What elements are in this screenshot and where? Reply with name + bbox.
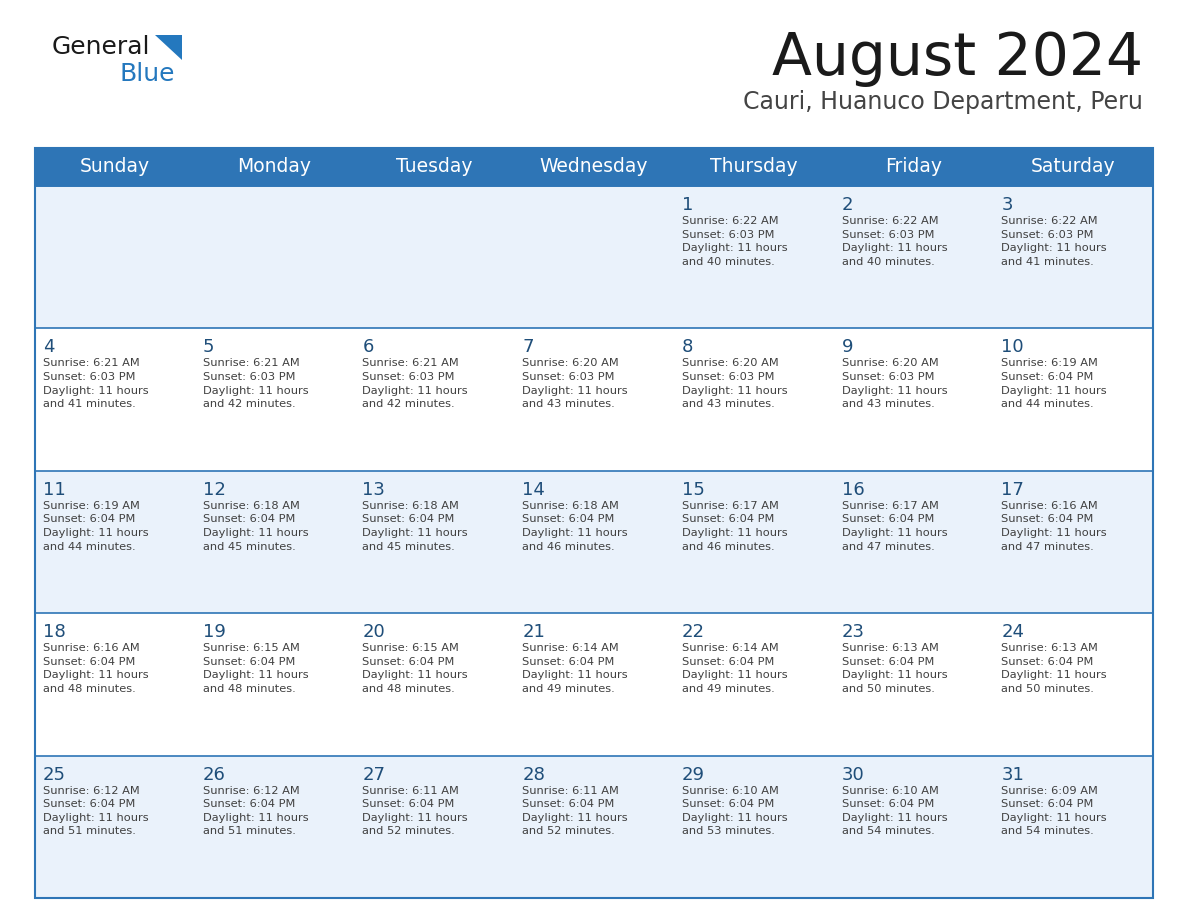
Text: Sunrise: 6:20 AM
Sunset: 6:03 PM
Daylight: 11 hours
and 43 minutes.: Sunrise: 6:20 AM Sunset: 6:03 PM Dayligh… — [841, 358, 947, 409]
Text: Friday: Friday — [885, 158, 942, 176]
Text: 8: 8 — [682, 339, 694, 356]
Bar — [34, 756, 1154, 898]
Text: Sunrise: 6:22 AM
Sunset: 6:03 PM
Daylight: 11 hours
and 40 minutes.: Sunrise: 6:22 AM Sunset: 6:03 PM Dayligh… — [841, 216, 947, 267]
Text: Sunrise: 6:14 AM
Sunset: 6:04 PM
Daylight: 11 hours
and 49 minutes.: Sunrise: 6:14 AM Sunset: 6:04 PM Dayligh… — [682, 644, 788, 694]
Text: Thursday: Thursday — [710, 158, 797, 176]
Text: Sunrise: 6:12 AM
Sunset: 6:04 PM
Daylight: 11 hours
and 51 minutes.: Sunrise: 6:12 AM Sunset: 6:04 PM Dayligh… — [203, 786, 309, 836]
Text: Sunday: Sunday — [80, 158, 150, 176]
Text: Tuesday: Tuesday — [396, 158, 473, 176]
Text: 29: 29 — [682, 766, 704, 784]
Text: Sunrise: 6:22 AM
Sunset: 6:03 PM
Daylight: 11 hours
and 41 minutes.: Sunrise: 6:22 AM Sunset: 6:03 PM Dayligh… — [1001, 216, 1107, 267]
Text: Sunrise: 6:11 AM
Sunset: 6:04 PM
Daylight: 11 hours
and 52 minutes.: Sunrise: 6:11 AM Sunset: 6:04 PM Dayligh… — [523, 786, 627, 836]
Text: Sunrise: 6:11 AM
Sunset: 6:04 PM
Daylight: 11 hours
and 52 minutes.: Sunrise: 6:11 AM Sunset: 6:04 PM Dayligh… — [362, 786, 468, 836]
Text: Cauri, Huanuco Department, Peru: Cauri, Huanuco Department, Peru — [744, 90, 1143, 114]
Text: Sunrise: 6:13 AM
Sunset: 6:04 PM
Daylight: 11 hours
and 50 minutes.: Sunrise: 6:13 AM Sunset: 6:04 PM Dayligh… — [1001, 644, 1107, 694]
Text: 18: 18 — [43, 623, 65, 641]
Text: Sunrise: 6:12 AM
Sunset: 6:04 PM
Daylight: 11 hours
and 51 minutes.: Sunrise: 6:12 AM Sunset: 6:04 PM Dayligh… — [43, 786, 148, 836]
Text: 31: 31 — [1001, 766, 1024, 784]
Text: 5: 5 — [203, 339, 214, 356]
Text: 22: 22 — [682, 623, 704, 641]
Text: Sunrise: 6:10 AM
Sunset: 6:04 PM
Daylight: 11 hours
and 53 minutes.: Sunrise: 6:10 AM Sunset: 6:04 PM Dayligh… — [682, 786, 788, 836]
Text: Sunrise: 6:18 AM
Sunset: 6:04 PM
Daylight: 11 hours
and 46 minutes.: Sunrise: 6:18 AM Sunset: 6:04 PM Dayligh… — [523, 501, 627, 552]
Text: Sunrise: 6:17 AM
Sunset: 6:04 PM
Daylight: 11 hours
and 46 minutes.: Sunrise: 6:17 AM Sunset: 6:04 PM Dayligh… — [682, 501, 788, 552]
Text: Sunrise: 6:15 AM
Sunset: 6:04 PM
Daylight: 11 hours
and 48 minutes.: Sunrise: 6:15 AM Sunset: 6:04 PM Dayligh… — [362, 644, 468, 694]
Text: 25: 25 — [43, 766, 67, 784]
Text: Wednesday: Wednesday — [539, 158, 649, 176]
Text: 6: 6 — [362, 339, 374, 356]
Text: 14: 14 — [523, 481, 545, 498]
Text: 3: 3 — [1001, 196, 1013, 214]
Text: General: General — [52, 35, 151, 59]
Text: 21: 21 — [523, 623, 545, 641]
Text: Sunrise: 6:21 AM
Sunset: 6:03 PM
Daylight: 11 hours
and 41 minutes.: Sunrise: 6:21 AM Sunset: 6:03 PM Dayligh… — [43, 358, 148, 409]
Text: 11: 11 — [43, 481, 65, 498]
Text: August 2024: August 2024 — [772, 30, 1143, 87]
Text: 16: 16 — [841, 481, 865, 498]
Text: 2: 2 — [841, 196, 853, 214]
Text: 4: 4 — [43, 339, 55, 356]
Text: Sunrise: 6:09 AM
Sunset: 6:04 PM
Daylight: 11 hours
and 54 minutes.: Sunrise: 6:09 AM Sunset: 6:04 PM Dayligh… — [1001, 786, 1107, 836]
Text: 23: 23 — [841, 623, 865, 641]
Text: Sunrise: 6:18 AM
Sunset: 6:04 PM
Daylight: 11 hours
and 45 minutes.: Sunrise: 6:18 AM Sunset: 6:04 PM Dayligh… — [362, 501, 468, 552]
Text: 7: 7 — [523, 339, 533, 356]
Text: 10: 10 — [1001, 339, 1024, 356]
Text: Sunrise: 6:16 AM
Sunset: 6:04 PM
Daylight: 11 hours
and 48 minutes.: Sunrise: 6:16 AM Sunset: 6:04 PM Dayligh… — [43, 644, 148, 694]
Text: Sunrise: 6:10 AM
Sunset: 6:04 PM
Daylight: 11 hours
and 54 minutes.: Sunrise: 6:10 AM Sunset: 6:04 PM Dayligh… — [841, 786, 947, 836]
Text: Blue: Blue — [120, 62, 176, 86]
Text: 19: 19 — [203, 623, 226, 641]
Text: Sunrise: 6:21 AM
Sunset: 6:03 PM
Daylight: 11 hours
and 42 minutes.: Sunrise: 6:21 AM Sunset: 6:03 PM Dayligh… — [203, 358, 309, 409]
Text: 17: 17 — [1001, 481, 1024, 498]
Text: Saturday: Saturday — [1031, 158, 1116, 176]
Text: Sunrise: 6:20 AM
Sunset: 6:03 PM
Daylight: 11 hours
and 43 minutes.: Sunrise: 6:20 AM Sunset: 6:03 PM Dayligh… — [523, 358, 627, 409]
Bar — [34, 186, 1154, 329]
Bar — [34, 613, 1154, 756]
Text: 9: 9 — [841, 339, 853, 356]
Text: Sunrise: 6:16 AM
Sunset: 6:04 PM
Daylight: 11 hours
and 47 minutes.: Sunrise: 6:16 AM Sunset: 6:04 PM Dayligh… — [1001, 501, 1107, 552]
Text: 1: 1 — [682, 196, 694, 214]
Text: 26: 26 — [203, 766, 226, 784]
Text: Sunrise: 6:18 AM
Sunset: 6:04 PM
Daylight: 11 hours
and 45 minutes.: Sunrise: 6:18 AM Sunset: 6:04 PM Dayligh… — [203, 501, 309, 552]
Text: Monday: Monday — [238, 158, 311, 176]
Text: 13: 13 — [362, 481, 385, 498]
Bar — [34, 148, 1154, 186]
Text: 20: 20 — [362, 623, 385, 641]
Text: Sunrise: 6:22 AM
Sunset: 6:03 PM
Daylight: 11 hours
and 40 minutes.: Sunrise: 6:22 AM Sunset: 6:03 PM Dayligh… — [682, 216, 788, 267]
Text: 15: 15 — [682, 481, 704, 498]
Text: Sunrise: 6:15 AM
Sunset: 6:04 PM
Daylight: 11 hours
and 48 minutes.: Sunrise: 6:15 AM Sunset: 6:04 PM Dayligh… — [203, 644, 309, 694]
Text: 12: 12 — [203, 481, 226, 498]
Bar — [34, 148, 1154, 898]
Text: Sunrise: 6:17 AM
Sunset: 6:04 PM
Daylight: 11 hours
and 47 minutes.: Sunrise: 6:17 AM Sunset: 6:04 PM Dayligh… — [841, 501, 947, 552]
Text: 30: 30 — [841, 766, 865, 784]
Text: Sunrise: 6:19 AM
Sunset: 6:04 PM
Daylight: 11 hours
and 44 minutes.: Sunrise: 6:19 AM Sunset: 6:04 PM Dayligh… — [1001, 358, 1107, 409]
Text: 27: 27 — [362, 766, 385, 784]
Text: Sunrise: 6:20 AM
Sunset: 6:03 PM
Daylight: 11 hours
and 43 minutes.: Sunrise: 6:20 AM Sunset: 6:03 PM Dayligh… — [682, 358, 788, 409]
Text: Sunrise: 6:14 AM
Sunset: 6:04 PM
Daylight: 11 hours
and 49 minutes.: Sunrise: 6:14 AM Sunset: 6:04 PM Dayligh… — [523, 644, 627, 694]
Bar — [34, 471, 1154, 613]
Bar — [34, 329, 1154, 471]
Polygon shape — [154, 35, 182, 60]
Text: 24: 24 — [1001, 623, 1024, 641]
Text: 28: 28 — [523, 766, 545, 784]
Text: Sunrise: 6:19 AM
Sunset: 6:04 PM
Daylight: 11 hours
and 44 minutes.: Sunrise: 6:19 AM Sunset: 6:04 PM Dayligh… — [43, 501, 148, 552]
Text: Sunrise: 6:13 AM
Sunset: 6:04 PM
Daylight: 11 hours
and 50 minutes.: Sunrise: 6:13 AM Sunset: 6:04 PM Dayligh… — [841, 644, 947, 694]
Text: Sunrise: 6:21 AM
Sunset: 6:03 PM
Daylight: 11 hours
and 42 minutes.: Sunrise: 6:21 AM Sunset: 6:03 PM Dayligh… — [362, 358, 468, 409]
